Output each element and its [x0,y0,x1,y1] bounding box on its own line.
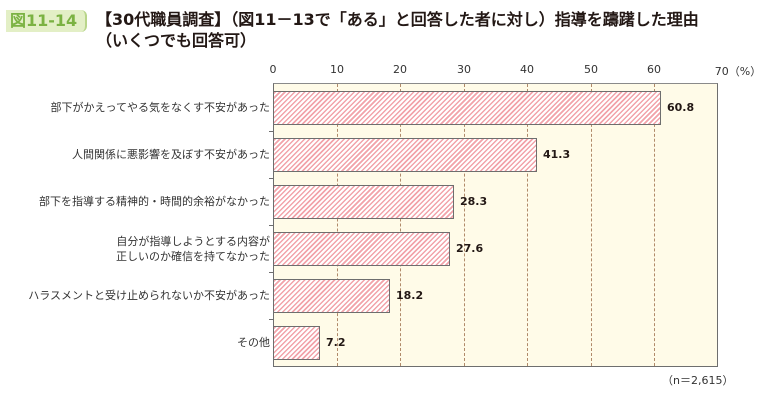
y-tick [269,225,274,226]
x-tick-40: 40 [520,63,534,76]
gridline-30 [464,84,465,366]
bar-4 [274,232,450,266]
category-label-4: 自分が指導しようとする内容が 正しいのか確信を持てなかった [116,234,270,264]
x-tick-70: 70（%） [714,65,760,78]
chart-title-line2: （いくつでも回答可） [96,31,257,50]
gridline-40 [527,84,528,366]
figure-badge: 図11-14 [6,10,88,32]
category-label-4-line1: 自分が指導しようとする内容が [116,235,270,248]
y-tick [269,131,274,132]
chart-title-line1: 【30代職員調査】（図11－13で「ある」と回答した者に対し）指導を躊躇した理由 [96,10,699,29]
category-label-5: ハラスメントと受け止められないか不安があった [28,289,270,302]
gridline-10 [337,84,338,366]
y-tick [269,272,274,273]
bar-5 [274,279,390,313]
x-tick-60: 60 [647,63,661,76]
plot-area: 60.8 41.3 28.3 27.6 18.2 7.2 [269,83,718,367]
bar-3 [274,185,454,219]
x-tick-50: 50 [584,63,598,76]
y-tick [269,319,274,320]
gridline-50 [591,84,592,366]
category-label-6: その他 [237,336,270,349]
chart-title: 【30代職員調査】（図11－13で「ある」と回答した者に対し）指導を躊躇した理由… [96,9,699,51]
bar-value-6: 7.2 [326,336,346,349]
bar-value-3: 28.3 [460,195,488,208]
bar-value-4: 27.6 [456,242,484,255]
gridline-60 [654,84,655,366]
category-label-2: 人間関係に悪影響を及ぼす不安があった [72,148,270,161]
bar-value-1: 60.8 [667,101,695,114]
bar-6 [274,326,320,360]
y-tick [269,178,274,179]
category-label-1: 部下がかえってやる気をなくす不安があった [50,101,270,114]
category-label-3: 部下を指導する精神的・時間的余裕がなかった [39,195,270,208]
x-tick-10: 10 [330,63,344,76]
bar-value-2: 41.3 [543,148,571,161]
x-tick-30: 30 [457,63,471,76]
category-label-4-line2: 正しいのか確信を持てなかった [116,250,270,263]
gridline-20 [400,84,401,366]
bar-value-5: 18.2 [396,289,424,302]
sample-size-note: （n＝2,615） [662,374,734,387]
bar-2 [274,138,537,172]
x-tick-20: 20 [393,63,407,76]
x-tick-0: 0 [269,63,277,76]
bar-1 [274,91,661,125]
